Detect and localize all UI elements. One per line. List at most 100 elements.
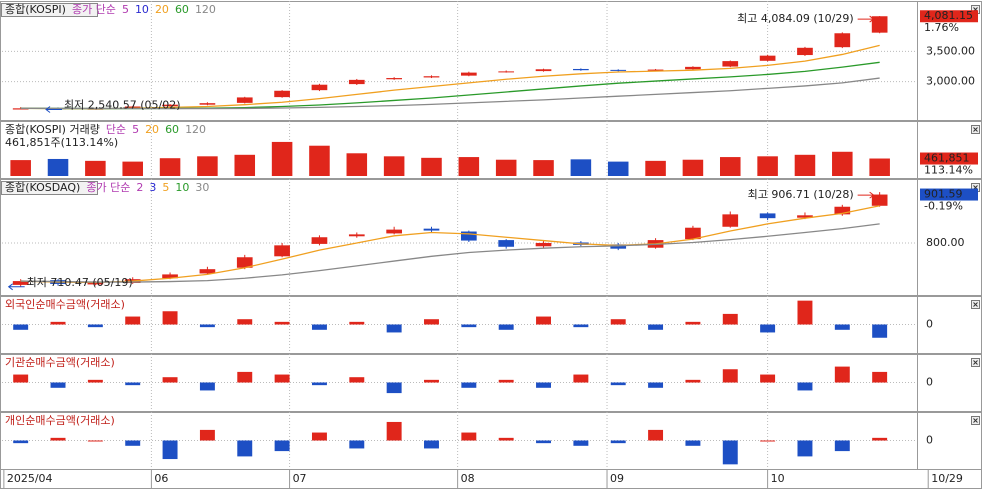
volume-bar bbox=[271, 141, 293, 176]
net-buy-bar bbox=[498, 324, 514, 330]
net-buy-bar bbox=[87, 440, 103, 442]
net-buy-bar bbox=[648, 324, 664, 330]
net-buy-bar bbox=[872, 324, 888, 338]
net-buy-bar bbox=[573, 440, 589, 446]
net-buy-bar bbox=[237, 440, 253, 457]
candle-body bbox=[498, 71, 515, 73]
volume-bar bbox=[458, 157, 480, 176]
candle-body bbox=[460, 72, 477, 76]
net-buy-bar bbox=[573, 374, 589, 383]
candle-body bbox=[348, 79, 365, 85]
legend-entry: 30 bbox=[195, 181, 209, 194]
net-buy-bar bbox=[386, 324, 402, 333]
net-buy-bar bbox=[536, 316, 551, 325]
volume-bar bbox=[346, 153, 368, 176]
net-buy-bar bbox=[760, 374, 776, 383]
close-icon bbox=[973, 360, 978, 365]
candle-body bbox=[647, 69, 664, 71]
moving-average-line bbox=[20, 77, 880, 110]
net-buy-bar bbox=[386, 382, 402, 394]
panel-title: 종합(KOSPI) 거래량 bbox=[5, 123, 100, 136]
candle-body bbox=[124, 106, 141, 109]
net-buy-bar bbox=[536, 440, 551, 444]
candle-body bbox=[274, 245, 290, 257]
y-tick-label: 800.00 bbox=[926, 236, 965, 249]
low-annotation: 최저 710.47 (05/19) bbox=[27, 276, 133, 289]
net-buy-bar bbox=[274, 321, 290, 325]
net-buy-bar bbox=[610, 440, 626, 444]
x-tick-label: 06 bbox=[154, 472, 168, 485]
candle-body bbox=[685, 227, 701, 240]
volume-bar bbox=[682, 159, 704, 176]
net-buy-bar bbox=[685, 379, 701, 383]
net-buy-bar bbox=[237, 371, 253, 383]
candle-body bbox=[199, 103, 216, 105]
candle-body bbox=[236, 97, 253, 103]
legend-entry: 5 bbox=[132, 123, 139, 136]
candle-body bbox=[311, 84, 328, 91]
net-buy-bar bbox=[461, 382, 477, 388]
candle-body bbox=[423, 228, 440, 231]
candle-body bbox=[610, 69, 627, 71]
last-value-label: 4,081.15 bbox=[924, 9, 973, 22]
title-box bbox=[1, 3, 98, 17]
net-buy-bar bbox=[424, 319, 439, 325]
net-buy-bar bbox=[722, 440, 738, 465]
volume-bar bbox=[383, 156, 405, 176]
net-buy-bar bbox=[685, 440, 701, 446]
legend-entry: 3 bbox=[149, 181, 156, 194]
panel-title: 개인순매수금액(거래소) bbox=[5, 414, 115, 427]
net-buy-bar bbox=[722, 313, 738, 325]
net-buy-bar bbox=[349, 321, 365, 325]
close-icon bbox=[973, 418, 978, 423]
net-buy-bar bbox=[125, 440, 141, 446]
change-label: 1.76% bbox=[924, 21, 959, 34]
net-buy-bar bbox=[13, 440, 29, 444]
candle-body bbox=[535, 242, 552, 247]
legend-entry: 10 bbox=[135, 3, 149, 16]
volume-bar bbox=[234, 154, 256, 176]
panel-subtitle: 461,851주(113.14%) bbox=[5, 136, 118, 149]
legend-label: 종가 단순 bbox=[72, 3, 116, 16]
volume-bar bbox=[47, 158, 69, 176]
net-buy-bar bbox=[797, 300, 813, 325]
volume-bar bbox=[570, 159, 592, 176]
net-buy-bar bbox=[386, 421, 402, 441]
low-arrow bbox=[45, 106, 63, 113]
legend-label: 단순 bbox=[106, 123, 126, 136]
net-buy-bar bbox=[311, 432, 327, 441]
last-value-label: 461,851 bbox=[924, 152, 970, 165]
net-buy-bar bbox=[311, 324, 327, 330]
candle-body bbox=[348, 234, 365, 237]
net-buy-bar bbox=[13, 374, 29, 383]
candle-body bbox=[274, 90, 290, 98]
net-buy-bar bbox=[797, 382, 813, 391]
volume-bar bbox=[645, 160, 666, 176]
candle-body bbox=[685, 66, 701, 70]
candle-body bbox=[834, 33, 851, 48]
net-buy-bar bbox=[162, 311, 178, 325]
panel-header: 외국인순매수금액(거래소) bbox=[5, 298, 125, 311]
volume-bar bbox=[10, 160, 31, 176]
panel-title: 외국인순매수금액(거래소) bbox=[5, 298, 125, 311]
net-buy-bar bbox=[311, 382, 327, 386]
net-buy-bar bbox=[797, 440, 813, 457]
high-annotation: 최고 906.71 (10/28) bbox=[748, 188, 854, 201]
volume-bar bbox=[832, 151, 853, 176]
net-buy-bar bbox=[498, 379, 514, 383]
net-buy-bar bbox=[648, 382, 664, 388]
legend-entry: 60 bbox=[165, 123, 179, 136]
legend-entry: 20 bbox=[145, 123, 159, 136]
panel-header: 종합(KOSPI) 거래량 단순 5 20 60 120 bbox=[5, 123, 206, 136]
net-buy-bar bbox=[610, 382, 626, 386]
candle-body bbox=[12, 281, 29, 285]
candle-body bbox=[573, 68, 589, 71]
x-tick-label: 09 bbox=[610, 472, 624, 485]
legend-entry: 2 bbox=[136, 181, 143, 194]
moving-average-line bbox=[20, 205, 880, 284]
x-tick-label: 07 bbox=[293, 472, 307, 485]
net-buy-bar bbox=[50, 382, 66, 388]
candle-body bbox=[386, 229, 402, 234]
net-buy-bar bbox=[199, 324, 215, 328]
